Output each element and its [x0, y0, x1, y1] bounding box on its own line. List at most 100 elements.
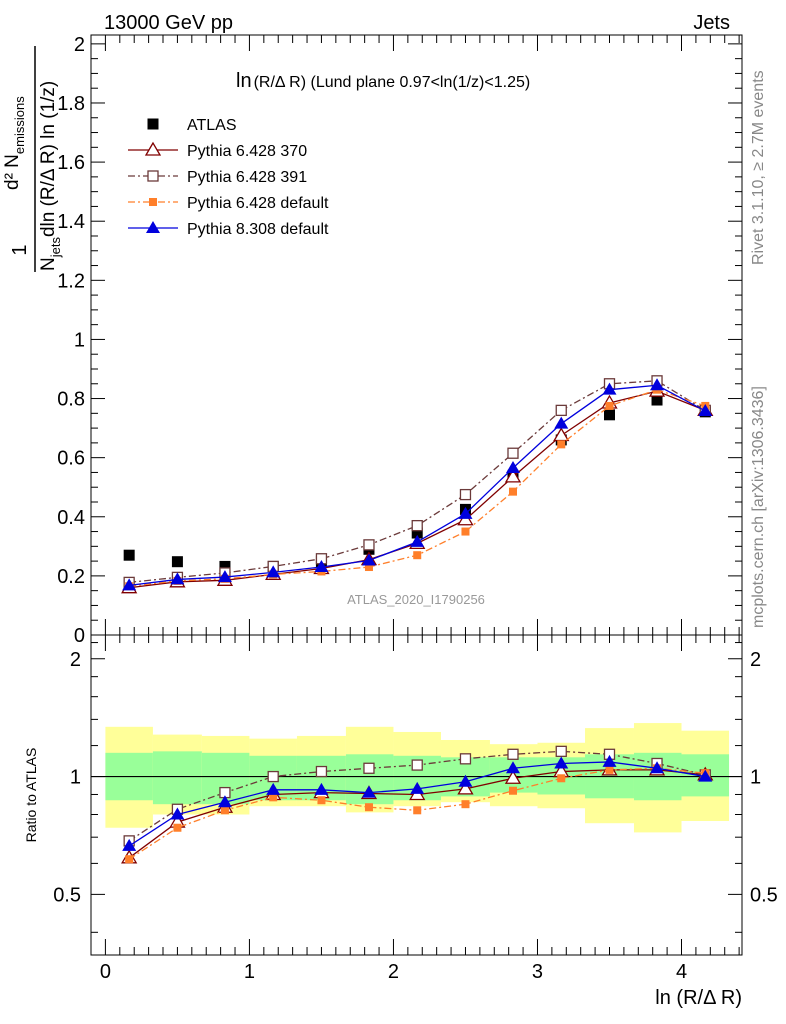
- band-inner-bin: [152, 751, 202, 805]
- point-p8def: [266, 782, 281, 795]
- point-p8def: [217, 795, 232, 808]
- legend-label-p370: Pythia 6.428 370: [187, 143, 307, 160]
- point-p8def: [458, 774, 473, 787]
- ylabel-denominator: Njetsdln (R/Δ R) ln (1/z): [38, 81, 63, 271]
- legend-entry-atlas: ATLAS: [147, 117, 237, 134]
- legend: ATLAS Pythia 6.428 370 Pythia 6.428 391 Pyt…: [128, 117, 329, 238]
- series-p6def: [125, 385, 710, 591]
- main-plot: [121, 375, 714, 594]
- point-atlas: [219, 560, 231, 572]
- point-p6def: [125, 855, 134, 864]
- point-p391: [507, 447, 519, 459]
- series-p370: [121, 382, 714, 594]
- ratio-y-tick-label-right: 0.5: [750, 884, 778, 906]
- legend-entry-p6def: Pythia 6.428 default: [128, 195, 329, 212]
- point-p8def: [505, 461, 520, 474]
- point-p8def: [458, 506, 473, 519]
- legend-marker-atlas: [147, 118, 159, 130]
- ratio-y-tick-label: 1: [70, 767, 81, 789]
- ratio-y-tick-label: 0.5: [53, 884, 81, 906]
- header-right: Jets: [693, 12, 730, 34]
- ratio-y-tick-label: 2: [70, 649, 81, 671]
- legend-entry-p370: Pythia 6.428 370: [128, 141, 307, 160]
- main-y-tick-label: 1.4: [57, 211, 85, 233]
- point-p6def: [269, 793, 278, 802]
- point-p6def: [173, 823, 182, 832]
- point-p370: [457, 780, 474, 795]
- point-p391: [363, 539, 375, 551]
- ylabel-one: 1: [9, 244, 31, 255]
- point-p8def: [602, 382, 617, 395]
- series-p8def: [122, 754, 713, 851]
- point-p8def: [217, 570, 232, 583]
- point-p8def: [505, 761, 520, 774]
- point-p8def: [698, 769, 713, 782]
- point-p6def: [317, 796, 326, 805]
- point-p8def: [122, 838, 137, 851]
- point-p6def: [413, 806, 422, 815]
- ratio-plot: [121, 745, 714, 864]
- point-p391: [315, 765, 328, 778]
- rivet-label: Rivet 3.1.10, ≥ 2.7M events: [750, 70, 767, 265]
- point-p8def: [361, 553, 376, 566]
- point-p8def: [410, 781, 425, 794]
- legend-label-p6def: Pythia 6.428 default: [187, 195, 329, 212]
- legend-marker-p8def: [146, 221, 160, 233]
- point-p370: [504, 468, 522, 483]
- legend-entry-p8def: Pythia 8.308 default: [128, 221, 329, 238]
- point-p6def: [413, 551, 422, 560]
- point-p391: [459, 753, 472, 765]
- point-p8def: [122, 578, 137, 591]
- analysis-watermark: ATLAS_2020_I1790256: [347, 592, 485, 607]
- main-y-tick-label: 0.6: [57, 448, 85, 470]
- point-p391: [411, 759, 423, 771]
- series-p8def: [122, 378, 713, 591]
- point-p391: [363, 762, 375, 774]
- ratio-y-tick-label-right: 2: [750, 649, 761, 671]
- point-p8def: [554, 416, 569, 429]
- legend-label-p8def: Pythia 8.308 default: [187, 221, 329, 238]
- legend-label-atlas: ATLAS: [187, 117, 237, 134]
- main-y-tick-label: 1.8: [57, 93, 85, 115]
- legend-entry-p391: Pythia 6.428 391: [128, 169, 307, 186]
- point-p6def: [364, 563, 373, 572]
- main-y-tick-label: 1.2: [57, 270, 85, 292]
- point-atlas: [411, 527, 423, 539]
- point-p6def: [508, 487, 517, 496]
- main-y-tick-label: 0.4: [57, 507, 85, 529]
- axes: 00.20.40.60.811.21.41.61.820 1 2 3 40.5 0.51 1…: [53, 34, 778, 983]
- legend-label-p391: Pythia 6.428 391: [187, 169, 307, 186]
- point-atlas: [651, 394, 663, 406]
- legend-marker-p370: [144, 141, 162, 156]
- point-p8def: [650, 378, 665, 391]
- legend-marker-p6def: [149, 198, 157, 206]
- point-p8def: [266, 565, 281, 578]
- point-p8def: [314, 560, 329, 573]
- point-p6def: [461, 527, 470, 536]
- x-tick-label: 3: [532, 961, 543, 983]
- point-p8def: [314, 782, 329, 795]
- header-left: 13000 GeV pp: [104, 12, 233, 34]
- point-p6def: [557, 440, 566, 449]
- main-y-tick-label: 1: [74, 329, 85, 351]
- x-tick-label: 0: [100, 961, 111, 983]
- point-atlas: [123, 549, 135, 561]
- main-y-tick-label: 2: [74, 34, 85, 56]
- x-tick-label: 4: [676, 961, 687, 983]
- main-y-tick-label: 0: [74, 625, 85, 647]
- point-p8def: [170, 807, 185, 820]
- point-p6def: [364, 803, 373, 812]
- point-p8def: [410, 534, 425, 547]
- point-p6def: [508, 786, 517, 795]
- legend-marker-p391: [147, 170, 159, 182]
- point-p6def: [605, 765, 614, 774]
- point-p6def: [557, 774, 566, 783]
- point-p8def: [554, 756, 569, 769]
- main-y-tick-label: 0.8: [57, 389, 85, 411]
- main-y-tick-label: 0.2: [57, 566, 85, 588]
- point-p391: [459, 488, 472, 501]
- point-p6def: [220, 806, 229, 815]
- x-axis-label: ln (R/Δ R): [655, 987, 742, 1009]
- point-p8def: [361, 785, 376, 798]
